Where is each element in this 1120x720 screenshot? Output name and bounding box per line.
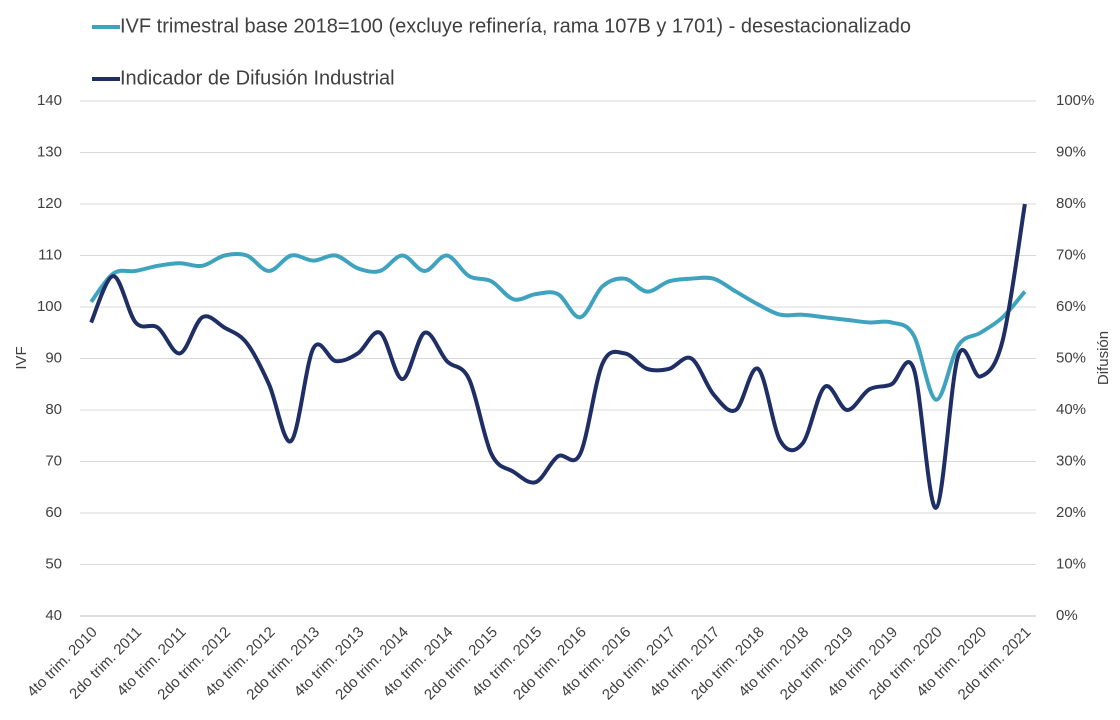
y2-tick-label: 70% (1056, 246, 1086, 263)
y-tick-label: 50 (45, 555, 62, 572)
data-line (89, 251, 1027, 402)
y-tick-label: 60 (45, 504, 62, 521)
y2-tick-label: 20% (1056, 504, 1086, 521)
y-tick-label: 120 (37, 195, 62, 212)
y2-tick-label: 80% (1056, 195, 1086, 212)
y2-axis-title: Difusión (1095, 331, 1112, 385)
y2-tick-label: 50% (1056, 349, 1086, 366)
y-tick-label: 130 (37, 143, 62, 160)
y-tick-label: 100 (37, 298, 62, 315)
data-line (89, 203, 1027, 510)
legend-label: IVF trimestral base 2018=100 (excluye re… (120, 15, 911, 37)
y-tick-label: 90 (45, 349, 62, 366)
y-tick-label: 70 (45, 452, 62, 469)
y2-tick-label: 30% (1056, 452, 1086, 469)
y-tick-label: 110 (38, 246, 62, 263)
y-tick-label: 140 (37, 92, 62, 109)
y-axis-title: IVF (13, 346, 30, 369)
y2-tick-label: 100% (1056, 92, 1094, 109)
legend-label: Indicador de Difusión Industrial (120, 67, 395, 89)
y2-tick-label: 60% (1056, 298, 1086, 315)
y-tick-label: 80 (45, 401, 62, 418)
y-tick-label: 40 (45, 607, 62, 624)
y2-tick-label: 0% (1056, 607, 1078, 624)
y2-tick-label: 40% (1056, 401, 1086, 418)
y2-tick-label: 10% (1056, 555, 1086, 572)
y2-tick-label: 90% (1056, 143, 1086, 160)
